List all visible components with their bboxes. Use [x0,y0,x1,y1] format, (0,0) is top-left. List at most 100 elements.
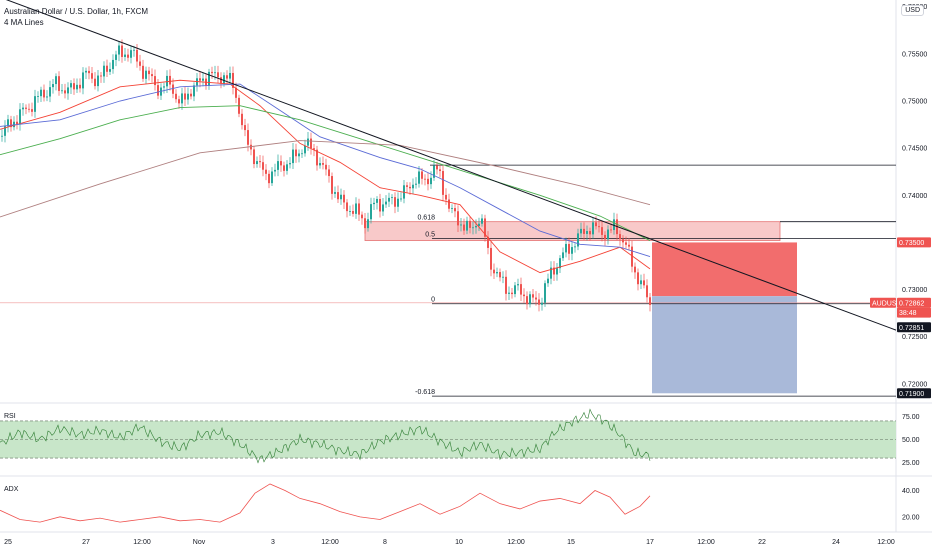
candle-body [37,96,39,97]
candle-body [373,202,375,205]
candle-body [322,163,324,165]
candle-body [343,194,345,203]
candle-body [199,78,201,81]
candle-body [172,84,174,94]
candle-body [562,252,564,259]
candle-body [400,198,402,200]
price-tag-label: 0.72851 [899,325,924,332]
candle-body [46,96,48,98]
candle-body [547,278,549,284]
candle-body [304,145,306,154]
candle-body [559,258,561,269]
candle-body [145,70,147,79]
candle-body [637,272,639,285]
candle-body [478,223,480,226]
candle-body [280,161,282,166]
candle-body [337,192,339,200]
candle-body [268,173,270,184]
candle-body [265,169,267,174]
candle-body [577,233,579,247]
candle-body [64,90,66,94]
candle-body [622,239,624,243]
time-tick-label: 22 [758,539,766,546]
candle-body [376,198,378,203]
candle-body [109,69,111,72]
candle-body [100,75,102,77]
chart-legend: Australian Dollar / U.S. Dollar, 1h, FXC… [4,6,148,28]
candle-body [316,149,318,166]
candle-body [538,299,540,305]
candle-body [439,169,441,172]
candle-body [211,71,213,74]
candle-body [70,83,72,88]
price-tag-label: AUDUSD [872,300,902,307]
rsi-tick-label: 25.00 [902,460,920,467]
candle-body [157,85,159,96]
candle-body [4,126,6,136]
price-tag-label: 38:48 [899,310,917,317]
candle-body [124,54,126,57]
candle-body [361,214,363,219]
candle-body [106,65,108,72]
candle-body [421,171,423,179]
candle-body [499,272,501,278]
candle-body [532,294,534,298]
candle-body [22,107,24,110]
candle-body [610,229,612,231]
candle-body [466,220,468,231]
candle-body [7,119,9,127]
adx-line [0,483,651,523]
candle-body [148,70,150,75]
candle-body [598,226,600,228]
time-tick-label: 12:00 [133,539,151,546]
candle-body [391,197,393,198]
candle-body [346,202,348,212]
candle-body [592,222,594,235]
rsi-pane-label: RSI [4,413,16,420]
candle-body [178,99,180,104]
currency-button[interactable]: USD [901,5,924,16]
candle-body [502,276,504,278]
candle-body [406,185,408,187]
candle-body [523,294,525,297]
candle-body [244,125,246,131]
time-tick-label: 10 [455,539,463,546]
candle-body [427,178,429,185]
candle-body [517,284,519,286]
candle-body [136,49,138,62]
price-tag [897,307,931,318]
candle-body [487,236,489,248]
candle-body [442,171,444,195]
candle-body [193,85,195,97]
candle-body [370,204,372,220]
fib-level-label: 0 [431,297,435,304]
candle-body [382,204,384,212]
candle-body [187,93,189,100]
candle-body [85,70,87,73]
candle-body [19,109,21,125]
symbol-title[interactable]: Australian Dollar / U.S. Dollar, 1h, FXC… [4,7,149,16]
candle-body [103,65,105,77]
candle-body [61,90,63,92]
candle-body [460,224,462,226]
candle-body [91,73,93,79]
candle-body [646,285,648,298]
adx-tick-label: 40.00 [902,488,920,495]
candle-body [34,96,36,112]
price-tick-label: 0.75000 [902,99,927,106]
rsi-tick-label: 75.00 [902,414,920,421]
adx-tick-label: 20.00 [902,514,920,521]
candle-body [217,72,219,78]
candle-body [247,130,249,145]
candle-body [379,198,381,212]
candle-body [388,197,390,202]
candle-body [118,45,120,55]
candle-body [121,45,123,57]
candle-body [340,194,342,200]
candle-body [175,93,177,100]
indicator-label[interactable]: 4 MA Lines [4,18,44,27]
time-tick-label: 12:00 [877,539,895,546]
candle-body [250,144,252,150]
adx-pane-label: ADX [4,486,19,493]
